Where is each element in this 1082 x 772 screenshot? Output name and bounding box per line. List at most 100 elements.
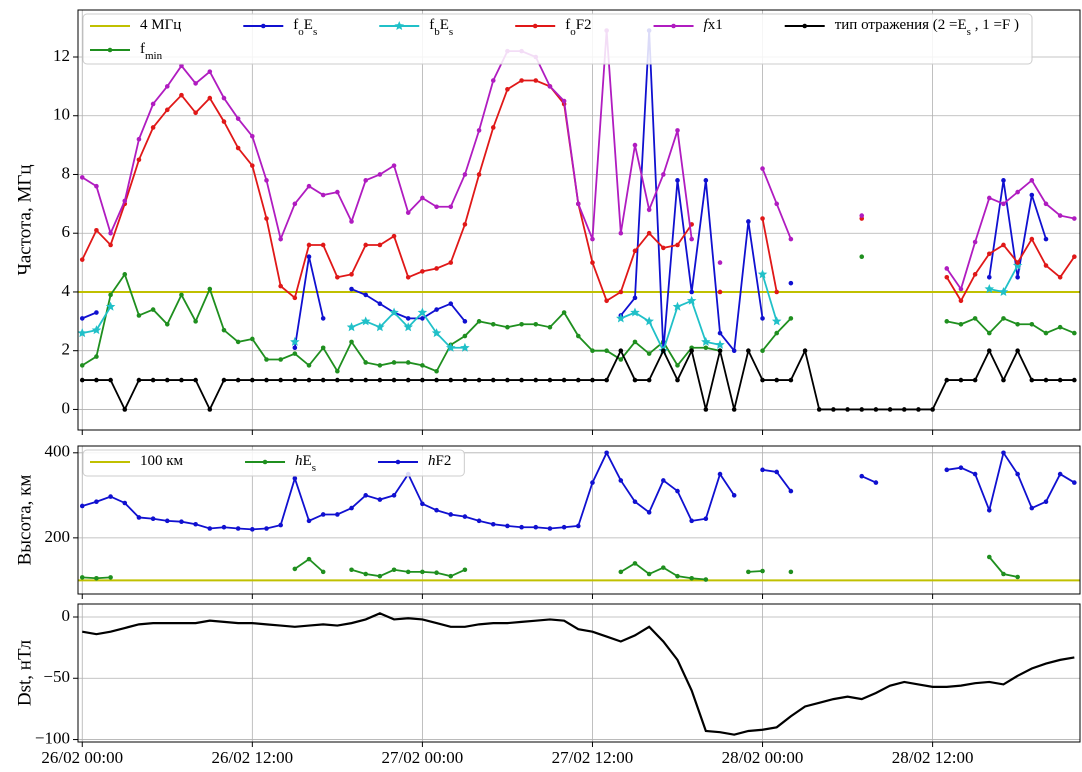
legend: 100 км hEs hF2	[82, 449, 465, 477]
marker	[320, 569, 326, 575]
marker	[193, 521, 198, 527]
marker	[604, 377, 609, 383]
marker	[575, 201, 581, 207]
x-tick-label: 26/02 12:00	[211, 748, 293, 767]
marker	[264, 357, 269, 362]
marker	[972, 316, 978, 321]
marker	[986, 330, 992, 336]
x-tick-label: 26/02 00:00	[41, 748, 123, 767]
marker	[618, 357, 624, 362]
marker	[1029, 321, 1035, 327]
marker	[490, 377, 496, 383]
marker	[391, 493, 397, 498]
marker	[278, 377, 283, 383]
marker	[320, 512, 326, 517]
marker	[375, 322, 385, 332]
marker	[377, 363, 383, 368]
marker	[346, 322, 357, 332]
marker	[179, 519, 184, 525]
marker	[292, 351, 298, 356]
marker	[391, 163, 397, 168]
marker	[250, 133, 255, 139]
marker	[1043, 236, 1049, 242]
y-axis-label: Частота, МГц	[14, 164, 35, 275]
marker	[986, 554, 992, 560]
marker	[108, 377, 113, 383]
marker	[349, 219, 354, 224]
marker	[632, 339, 638, 345]
marker	[986, 274, 992, 280]
marker	[1029, 192, 1035, 198]
marker	[434, 266, 439, 271]
marker	[79, 316, 85, 321]
marker	[292, 377, 298, 383]
marker	[632, 248, 638, 254]
marker	[1015, 471, 1020, 477]
marker	[420, 316, 425, 321]
marker	[986, 348, 992, 353]
y-tick-label: 12	[53, 46, 70, 65]
marker	[306, 254, 312, 260]
marker	[221, 377, 227, 383]
marker	[349, 272, 354, 277]
marker	[590, 480, 595, 485]
marker	[616, 313, 626, 323]
marker	[94, 354, 99, 359]
marker	[306, 242, 312, 248]
marker	[760, 377, 765, 383]
marker	[675, 488, 680, 494]
marker	[207, 526, 213, 531]
marker	[661, 478, 666, 483]
marker	[1043, 263, 1049, 268]
marker	[448, 377, 454, 383]
legend-marker	[532, 23, 538, 29]
marker	[320, 377, 326, 383]
marker	[264, 216, 269, 221]
marker	[644, 316, 654, 326]
marker	[1057, 213, 1063, 218]
marker	[389, 307, 399, 317]
marker	[618, 569, 624, 575]
marker	[958, 286, 964, 292]
marker	[207, 95, 213, 101]
marker	[731, 348, 737, 353]
marker	[306, 518, 312, 524]
marker	[490, 125, 496, 130]
marker	[405, 210, 411, 215]
legend-label: hF2	[428, 453, 451, 469]
marker	[675, 363, 680, 368]
marker	[476, 319, 482, 324]
marker	[250, 377, 255, 383]
marker	[1015, 348, 1020, 353]
marker	[363, 178, 369, 183]
marker	[278, 522, 283, 528]
marker	[1057, 324, 1063, 330]
marker	[757, 269, 768, 279]
marker	[505, 87, 510, 92]
marker	[235, 339, 241, 345]
marker	[788, 236, 794, 242]
marker	[972, 272, 978, 277]
marker	[108, 230, 113, 236]
marker	[1001, 242, 1006, 248]
marker	[703, 577, 709, 582]
marker	[391, 567, 397, 573]
marker	[377, 172, 383, 177]
legend-marker	[260, 23, 266, 29]
marker	[136, 377, 142, 383]
marker	[434, 570, 439, 576]
marker	[1015, 260, 1020, 265]
marker	[533, 377, 539, 383]
marker	[292, 566, 298, 572]
marker	[958, 377, 964, 383]
marker	[519, 78, 524, 83]
marker	[1015, 574, 1020, 580]
marker	[136, 515, 142, 520]
marker	[221, 119, 227, 124]
marker	[94, 499, 99, 505]
marker	[235, 116, 241, 121]
marker	[703, 516, 709, 522]
y-axis-label: Высота, км	[14, 475, 35, 566]
marker	[944, 319, 950, 324]
